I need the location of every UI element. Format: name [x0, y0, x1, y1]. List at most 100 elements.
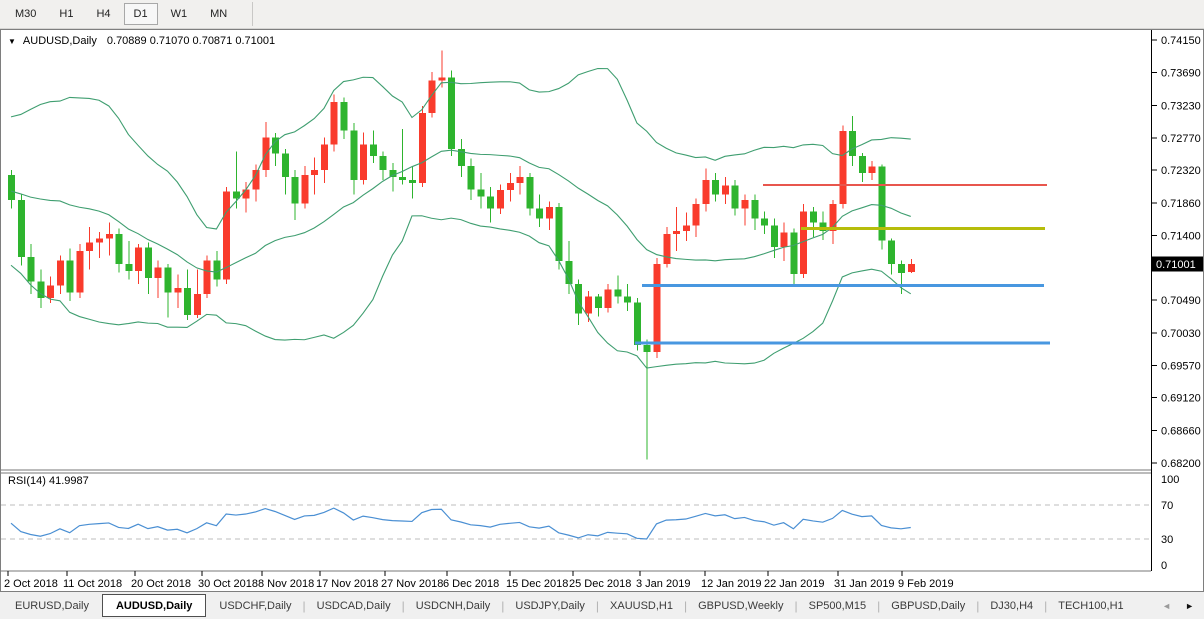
chart-tab-xauusd-h1[interactable]: XAUUSD,H1	[610, 599, 673, 612]
bearish-candle	[761, 218, 769, 226]
bearish-candle	[340, 101, 348, 131]
bullish-candle	[868, 166, 876, 173]
price-axis-label: 0.74150	[1161, 35, 1201, 47]
bearish-candle	[878, 166, 886, 241]
toolbar-separator	[252, 2, 254, 26]
chart-tab-sp500-m15[interactable]: SP500,M15	[808, 599, 867, 612]
bullish-candle	[682, 225, 690, 232]
tab-separator: |	[794, 598, 798, 613]
current-price-label: 0.71001	[1156, 259, 1196, 271]
chart-tab-usdchf-daily[interactable]: USDCHF,Daily	[219, 599, 292, 612]
chart-window: 0.74150 0.73690 0.73230 0.72770 0.72320 0.718…	[0, 29, 1204, 592]
rsi-value: 41.9987	[48, 475, 89, 487]
bearish-candle	[751, 199, 759, 219]
price-axis-label: 0.72770	[1161, 133, 1201, 145]
chart-tab-bar: EURUSD,Daily AUDUSD,Daily USDCHF,Daily | USD…	[0, 592, 1204, 619]
bullish-candle	[800, 211, 808, 274]
tabs-scroll-right-icon[interactable]: ►	[1185, 600, 1194, 611]
bearish-candle	[281, 153, 289, 178]
timeframe-button-mn[interactable]: MN	[210, 8, 228, 20]
price-axis-label: 0.70490	[1161, 295, 1201, 307]
bearish-candle	[712, 180, 720, 195]
rsi-name: RSI(14)	[8, 475, 46, 487]
bearish-candle	[790, 232, 798, 274]
timeframe-button-w1[interactable]: W1	[170, 8, 188, 20]
bearish-candle	[526, 177, 534, 209]
chart-tab-usdcnh-daily[interactable]: USDCNH,Daily	[415, 599, 491, 612]
bullish-candle	[702, 180, 710, 205]
rsi-scale-label: 0	[1161, 560, 1167, 572]
bullish-candle	[135, 247, 143, 272]
time-axis-label: 20 Oct 2018	[131, 578, 191, 590]
chart-tab-eurusd-daily[interactable]: EURUSD,Daily	[15, 599, 89, 612]
price-chart[interactable]: 0.74150 0.73690 0.73230 0.72770 0.72320 0.718…	[1, 30, 1203, 591]
bearish-candle	[614, 289, 622, 297]
bearish-candle	[467, 165, 475, 190]
bullish-candle	[839, 130, 847, 205]
time-axis-label: 31 Jan 2019	[834, 578, 895, 590]
rsi-indicator-label: RSI(14) 41.9987	[8, 475, 89, 487]
time-axis-label: 30 Oct 2018	[198, 578, 258, 590]
bullish-candle	[311, 170, 319, 176]
bullish-candle	[438, 77, 446, 81]
bearish-candle	[487, 196, 495, 209]
bearish-candle	[291, 177, 299, 204]
price-axis-label: 0.68200	[1161, 458, 1201, 470]
timeframe-toolbar: M30 H1 H4 D1 W1 MN	[0, 0, 1204, 29]
chart-ohlc-values: 0.70889 0.71070 0.70871 0.71001	[106, 35, 276, 47]
tab-separator: |	[877, 598, 881, 613]
chart-tab-gbpusd-daily[interactable]: GBPUSD,Daily	[891, 599, 966, 612]
bullish-candle	[252, 170, 260, 190]
collapse-indicator-icon[interactable]: ▼	[8, 36, 16, 46]
rsi-scale-label: 30	[1161, 534, 1173, 546]
timeframe-button-h4[interactable]: H4	[96, 8, 111, 20]
timeframe-button-d1[interactable]: D1	[123, 3, 158, 25]
tabs-scroll-left-icon[interactable]: ◄	[1162, 600, 1172, 611]
time-axis-label: 2 Oct 2018	[4, 578, 58, 590]
bearish-candle	[8, 175, 15, 200]
chart-tab-audusd-daily[interactable]: AUDUSD,Daily	[101, 594, 207, 617]
chart-tab-dj30-h4[interactable]: DJ30,H4	[990, 599, 1034, 612]
chart-tab-gbpusd-weekly[interactable]: GBPUSD,Weekly	[698, 599, 784, 612]
bearish-candle	[115, 234, 123, 264]
bearish-candle	[575, 283, 583, 314]
bullish-candle	[203, 260, 211, 294]
tab-separator: |	[976, 598, 980, 613]
timeframe-button-m30[interactable]: M30	[15, 8, 37, 20]
price-axis[interactable]: 0.74150 0.73690 0.73230 0.72770 0.72320 0.718…	[1151, 30, 1203, 572]
timeframe-button-h1[interactable]: H1	[59, 8, 74, 20]
bearish-candle	[633, 302, 641, 345]
bollinger-bands-layer	[10, 67, 912, 369]
bearish-candle	[594, 296, 602, 309]
chart-tab-tech100-h1[interactable]: TECH100,H1	[1058, 599, 1124, 612]
time-axis-label: 27 Nov 2018	[381, 578, 443, 590]
rsi-scale-label: 100	[1161, 474, 1179, 486]
time-axis-label: 15 Dec 2018	[506, 578, 568, 590]
price-axis-label: 0.71860	[1161, 198, 1201, 210]
bullish-candle	[330, 101, 338, 145]
bullish-candle	[418, 113, 426, 183]
bullish-candle	[692, 204, 700, 226]
rsi-scale-label: 70	[1161, 500, 1173, 512]
pane-frame-layer	[1, 469, 1151, 572]
time-axis-label: 8 Nov 2018	[258, 578, 314, 590]
time-axis-label: 12 Jan 2019	[701, 578, 762, 590]
tab-separator: |	[1044, 598, 1048, 613]
bullish-candle	[56, 260, 64, 286]
bearish-candle	[624, 296, 632, 303]
chart-tab-usdcad-daily[interactable]: USDCAD,Daily	[316, 599, 391, 612]
bullish-candle	[242, 189, 250, 199]
tab-separator: |	[302, 598, 306, 613]
bearish-candle	[849, 130, 857, 156]
rsi-line	[10, 507, 911, 540]
bearish-candle	[379, 155, 387, 171]
bullish-candle	[428, 80, 436, 114]
tab-scroll-arrows: ◄ ►	[1162, 601, 1194, 611]
bearish-candle	[457, 148, 465, 166]
bullish-candle	[360, 144, 368, 181]
chart-tab-usdjpy-daily[interactable]: USDJPY,Daily	[515, 599, 585, 612]
time-axis-label: 11 Oct 2018	[63, 578, 122, 590]
time-axis[interactable]: 2 Oct 2018 11 Oct 2018 20 Oct 2018 30 Oct 2…	[4, 571, 954, 590]
bearish-candle	[408, 180, 416, 183]
bearish-candle	[536, 208, 544, 219]
